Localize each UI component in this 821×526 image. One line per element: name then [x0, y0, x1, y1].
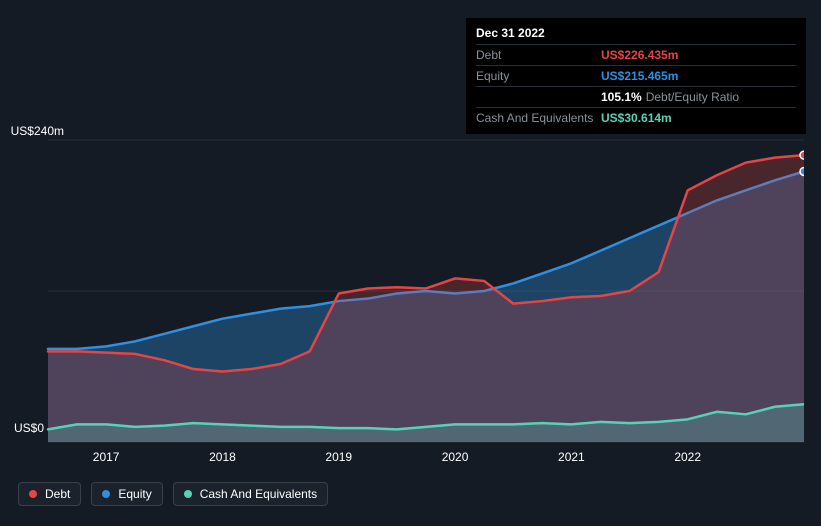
legend-swatch: [184, 490, 192, 498]
tooltip-row-equity: EquityUS$215.465m: [476, 65, 796, 86]
legend-label: Equity: [118, 487, 151, 501]
x-tick-label: 2018: [209, 450, 236, 464]
tooltip-row-ratio: 105.1%Debt/Equity Ratio: [476, 86, 796, 107]
x-tick-label: 2021: [558, 450, 585, 464]
chart-tooltip: Dec 31 2022 DebtUS$226.435mEquityUS$215.…: [466, 18, 806, 134]
legend-item-cash[interactable]: Cash And Equivalents: [173, 482, 328, 506]
tooltip-label: Cash And Equivalents: [476, 111, 601, 125]
tooltip-row-debt: DebtUS$226.435m: [476, 44, 796, 65]
legend-item-equity[interactable]: Equity: [91, 482, 162, 506]
legend-swatch: [29, 490, 37, 498]
x-tick-label: 2019: [325, 450, 352, 464]
legend-label: Cash And Equivalents: [200, 487, 317, 501]
chart-legend: Debt Equity Cash And Equivalents: [18, 482, 328, 506]
legend-swatch: [102, 490, 110, 498]
x-tick-label: 2022: [674, 450, 701, 464]
tooltip-label: Equity: [476, 69, 601, 83]
x-tick-label: 2020: [442, 450, 469, 464]
tooltip-ratio: 105.1%Debt/Equity Ratio: [601, 90, 739, 104]
tooltip-row-cash: Cash And EquivalentsUS$30.614m: [476, 107, 796, 128]
legend-item-debt[interactable]: Debt: [18, 482, 81, 506]
tooltip-date: Dec 31 2022: [476, 24, 796, 44]
x-tick-label: 2017: [93, 450, 120, 464]
tooltip-value: US$226.435m: [601, 48, 678, 62]
legend-label: Debt: [45, 487, 70, 501]
tooltip-label: Debt: [476, 48, 601, 62]
tooltip-value: US$30.614m: [601, 111, 672, 125]
tooltip-value: US$215.465m: [601, 69, 678, 83]
tooltip-label: [476, 90, 601, 104]
